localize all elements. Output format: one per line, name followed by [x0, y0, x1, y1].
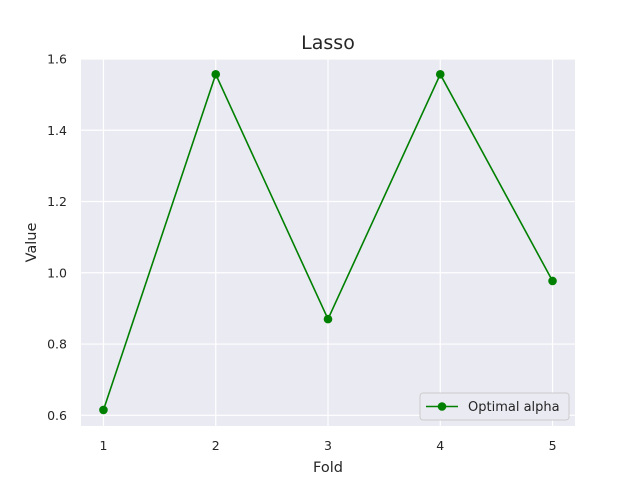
series-layer — [99, 70, 557, 415]
data-point — [435, 70, 445, 79]
legend-entry: Optimal alpha — [468, 400, 560, 415]
chart-title: Lasso — [301, 32, 355, 54]
y-tick-label: 0.6 — [47, 408, 67, 423]
x-axis-ticks: 1 2 3 4 5 — [99, 438, 556, 453]
legend-marker-swatch — [437, 402, 447, 411]
x-tick-label: 2 — [212, 438, 220, 453]
y-axis-label: Value — [24, 223, 40, 263]
data-point — [211, 70, 221, 79]
grid-lines — [81, 58, 575, 426]
data-point — [99, 405, 108, 415]
legend-box — [419, 392, 570, 421]
y-axis-ticks: 0.6 0.8 1.0 1.2 1.4 1.6 — [47, 52, 67, 423]
x-axis-label: Fold — [313, 460, 343, 476]
data-point — [323, 314, 333, 324]
x-tick-label: 4 — [436, 438, 444, 453]
y-tick-label: 1.2 — [47, 194, 67, 209]
x-tick-label: 1 — [99, 438, 107, 453]
data-point — [548, 276, 557, 286]
legend: Optimal alpha — [419, 392, 570, 421]
y-tick-label: 1.4 — [47, 123, 67, 138]
x-tick-label: 3 — [324, 438, 332, 453]
y-tick-label: 0.8 — [47, 337, 67, 352]
x-tick-label: 5 — [549, 438, 557, 453]
y-tick-label: 1.0 — [47, 265, 67, 280]
y-tick-label: 1.6 — [47, 52, 67, 67]
